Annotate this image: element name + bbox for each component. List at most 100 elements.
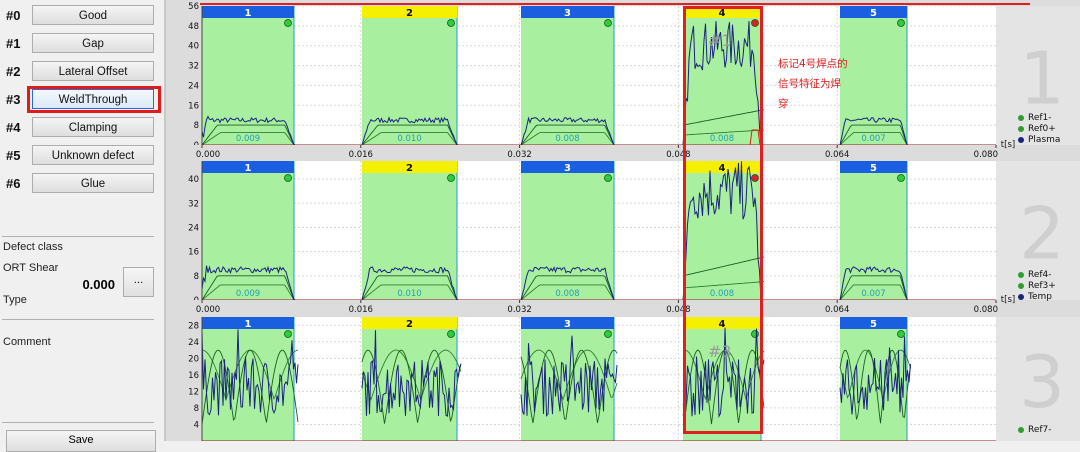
spot-number: 2 [406, 319, 413, 330]
spot-header-bar [202, 317, 294, 329]
spot-header-bar [840, 6, 907, 18]
signal-ref-line [682, 256, 765, 277]
signal-ref-line [682, 109, 765, 126]
signal-ref-line [839, 132, 911, 146]
x-tick-label: 0.048 [666, 150, 690, 160]
x-tick-label: 0.000 [196, 150, 220, 160]
signal-line [520, 335, 618, 418]
class-row: #3 WeldThrough [0, 89, 165, 111]
spot-status-icon [447, 330, 455, 338]
legend-label: Temp [1028, 292, 1052, 302]
weld-region [202, 16, 294, 145]
class-button[interactable]: Gap [32, 33, 154, 53]
y-tick-label: 12 [188, 387, 199, 397]
separator [2, 422, 154, 423]
class-row: #0 Good [0, 5, 165, 27]
y-tick-label: 8 [194, 121, 199, 131]
y-tick-label: 20 [188, 354, 199, 364]
signal-ref-line [520, 349, 618, 401]
legend-label: Plasma [1028, 135, 1061, 145]
spot-overlay-label: #1 [708, 31, 732, 50]
spot-header-bar [683, 317, 761, 329]
spot-number: 5 [870, 319, 877, 330]
x-tick-label: 0.064 [825, 150, 849, 160]
defect-class-label: Defect class [3, 241, 63, 253]
class-index: #3 [6, 92, 21, 107]
spot-value: 0.010 [397, 134, 421, 144]
class-row: #5 Unknown defect [0, 145, 165, 167]
spot-status-icon [751, 19, 759, 27]
signal-ref-line [361, 275, 461, 301]
spot-status-icon [604, 174, 612, 182]
spot-header-bar [840, 317, 907, 329]
x-axis-unit: t[s] [1001, 295, 1015, 305]
y-tick-label: 8 [194, 404, 199, 414]
legend-item: Ref3+ [1018, 281, 1056, 292]
legend-item: Ref0+ [1018, 124, 1060, 135]
spot-status-icon [897, 19, 905, 27]
watermark-strip [996, 6, 1080, 151]
x-tick-label: 0.064 [825, 305, 849, 315]
legend-item: Ref1- [1018, 113, 1060, 124]
x-axis-band [166, 145, 1080, 161]
class-button[interactable]: Lateral Offset [32, 61, 154, 81]
legend-dot-icon [1018, 293, 1024, 300]
red-marker-line [749, 129, 761, 146]
weld-region [362, 327, 457, 441]
legend-item: Temp [1018, 292, 1056, 303]
legend-dot-icon [1018, 114, 1024, 121]
signal-ref-line [201, 275, 298, 301]
legend-label: Ref1- [1028, 113, 1052, 123]
signal-ref-line [201, 132, 298, 146]
y-tick-label: 24 [188, 81, 199, 91]
signal-ref-line [201, 284, 298, 301]
y-tick-label: 16 [188, 101, 199, 111]
spot-overlay-label: #3 [708, 342, 732, 361]
y-tick-label: 24 [188, 223, 199, 233]
class-button[interactable]: Glue [32, 173, 154, 193]
weld-region [362, 16, 457, 145]
y-tick-label: 24 [188, 338, 199, 348]
ort-browse-button[interactable]: ... [123, 267, 154, 297]
signal-ref-line [361, 349, 462, 401]
legend-panel-1: Ref1- Ref0+ Plasma [1018, 113, 1060, 146]
spot-number: 4 [719, 163, 726, 174]
class-index: #1 [6, 36, 21, 51]
class-button[interactable]: Unknown defect [32, 145, 154, 165]
signal-charts: 10816243240485610.00920.01030.00840.0085… [166, 2, 1080, 441]
spot-number: 3 [564, 163, 571, 174]
weld-region [521, 16, 614, 145]
spot-status-icon [604, 19, 612, 27]
class-index: #4 [6, 120, 21, 135]
signal-line [201, 265, 298, 301]
signal-ref-line [361, 132, 461, 146]
spot-number: 2 [406, 163, 413, 174]
y-tick-label: 16 [188, 248, 199, 258]
spot-number: 1 [245, 319, 252, 330]
spot-header-bar [362, 6, 457, 18]
spot-value: 0.008 [710, 134, 734, 144]
signal-line [201, 115, 298, 146]
panel-divider[interactable] [164, 0, 166, 441]
spot-header-bar [362, 161, 457, 173]
ort-shear-value: 0.000 [82, 277, 115, 292]
class-button[interactable]: Good [32, 5, 154, 25]
y-tick-label: 16 [188, 371, 199, 381]
y-tick-label: 28 [188, 321, 199, 331]
class-button[interactable]: Clamping [32, 117, 154, 137]
signal-ref-line [201, 349, 299, 425]
weld-region [521, 171, 614, 300]
class-button[interactable]: WeldThrough [32, 89, 154, 109]
spot-number: 1 [245, 163, 252, 174]
spot-value: 0.008 [555, 289, 579, 299]
signal-ref-line [520, 284, 617, 301]
legend-dot-icon [1018, 125, 1024, 132]
weld-region [202, 171, 294, 300]
class-row: #6 Glue [0, 173, 165, 195]
spot-header-bar [683, 6, 761, 18]
watermark-strip [996, 161, 1080, 306]
watermark-strip [996, 317, 1080, 441]
spot-status-icon [897, 174, 905, 182]
x-axis-band [166, 300, 1080, 316]
spot-value: 0.007 [861, 134, 885, 144]
